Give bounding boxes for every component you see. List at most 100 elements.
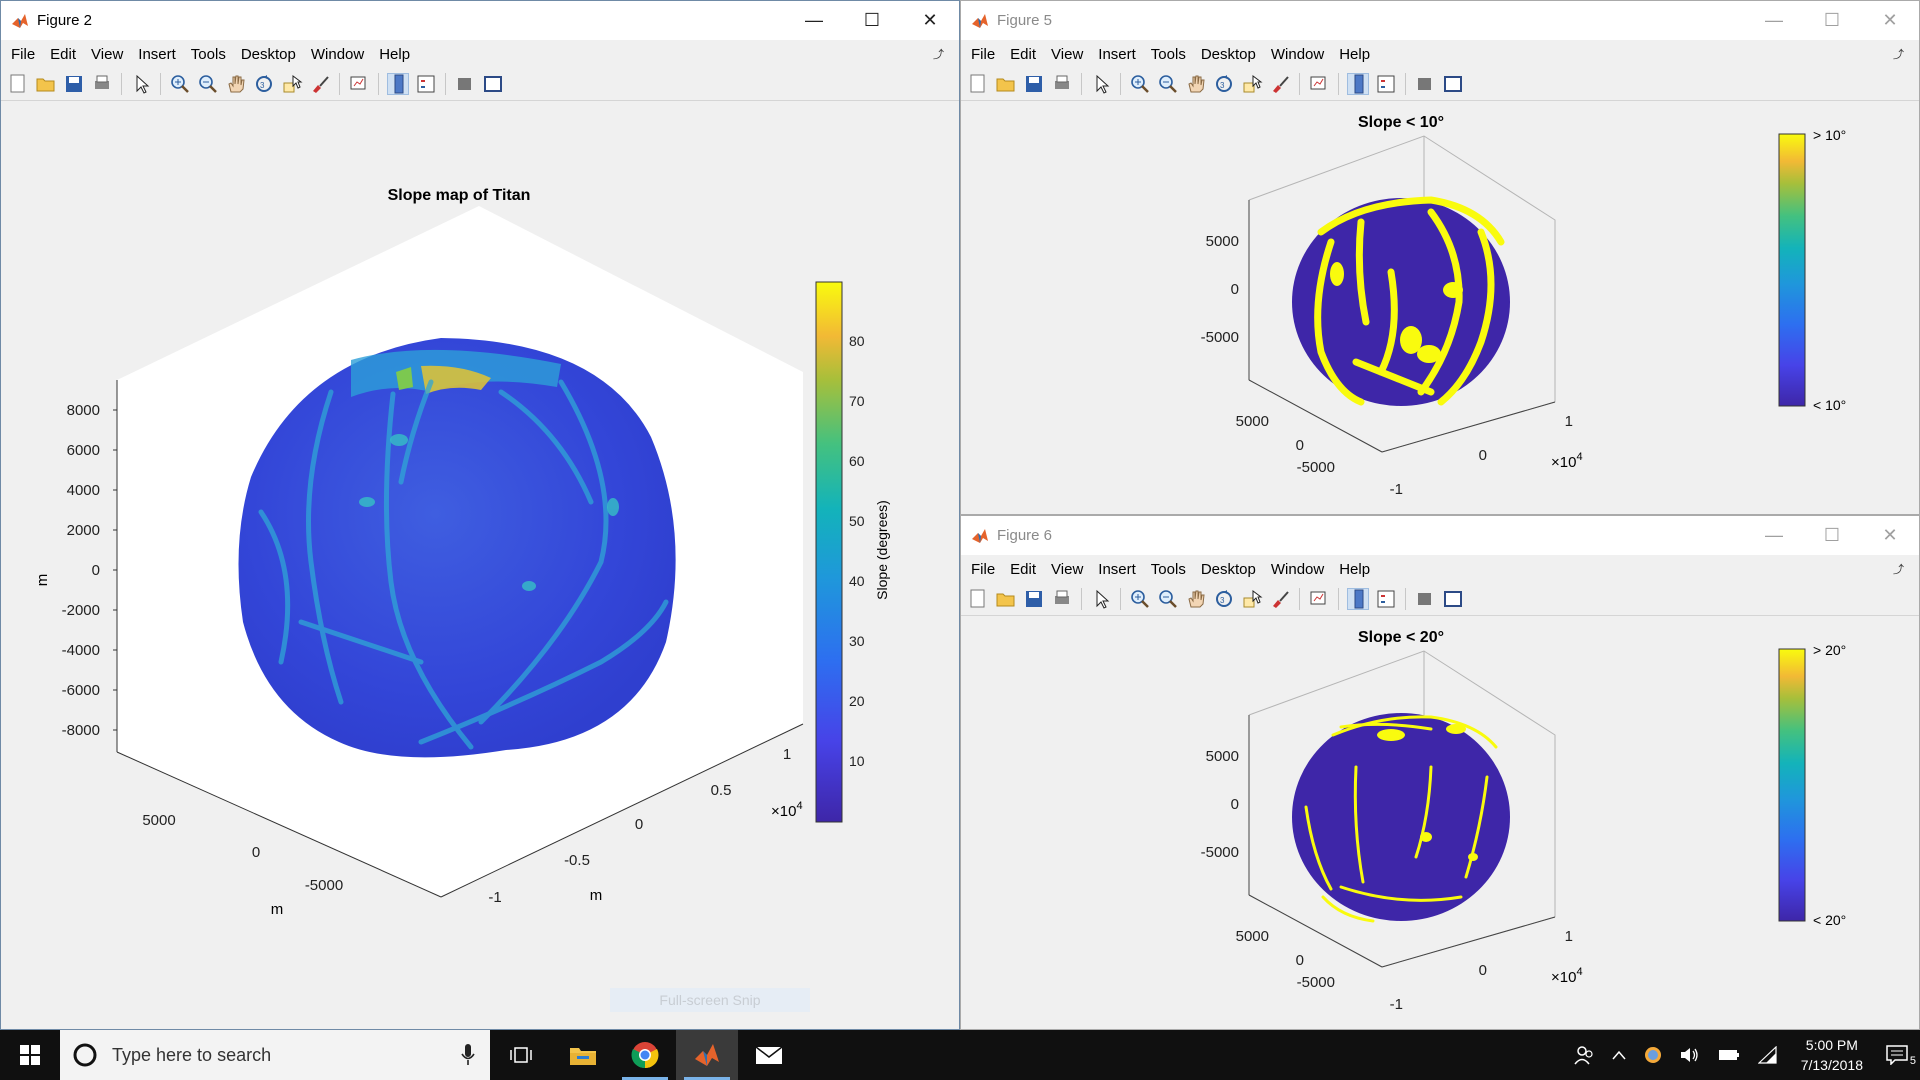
search-box[interactable]: Type here to search [60,1030,490,1080]
pan-hand-button[interactable] [225,73,247,95]
new-figure-button[interactable] [967,588,989,610]
brush-button[interactable] [1269,588,1291,610]
binary-slope-sphere[interactable] [1292,196,1510,406]
hide-plot-tools-button[interactable] [1414,73,1436,95]
menu-desktop[interactable]: Desktop [240,45,296,63]
figure-5-window[interactable]: Figure 5 — ☐ ✕ File Edit View Insert Too… [960,0,1920,515]
minimize-button[interactable]: — [1765,10,1783,30]
menu-edit[interactable]: Edit [50,45,77,63]
figure-canvas[interactable]: Slope map of Titan 8000 6000 4000 2000 0… [1,102,959,1029]
minimize-button[interactable]: — [1765,525,1783,545]
save-button[interactable] [63,73,85,95]
battery-icon[interactable] [1718,1048,1740,1062]
menu-help[interactable]: Help [379,45,411,63]
close-button[interactable]: ✕ [1882,10,1898,30]
show-hidden-icons-button[interactable] [1612,1050,1626,1060]
print-button[interactable] [1051,588,1073,610]
link-plot-button[interactable] [1308,588,1330,610]
close-button[interactable]: ✕ [922,10,938,30]
show-plot-tools-button[interactable] [1442,588,1464,610]
rotate-3d-button[interactable]: 3 [253,73,275,95]
menu-file[interactable]: File [11,45,36,63]
menu-help[interactable]: Help [1339,45,1371,63]
zoom-out-button[interactable] [1157,588,1179,610]
pointer-button[interactable] [1090,588,1112,610]
menu-tools[interactable]: Tools [190,45,226,63]
maximize-button[interactable]: ☐ [1823,525,1841,545]
open-file-button[interactable] [995,588,1017,610]
print-button[interactable] [91,73,113,95]
colorbar-toggle-button[interactable] [1347,73,1369,95]
data-cursor-button[interactable] [1241,588,1263,610]
hide-plot-tools-button[interactable] [1414,588,1436,610]
colorbar-toggle-button[interactable] [1347,588,1369,610]
zoom-in-button[interactable] [1129,588,1151,610]
menu-insert[interactable]: Insert [138,45,176,63]
slope-map-plot[interactable]: Slope map of Titan 8000 6000 4000 2000 0… [1,102,959,1030]
titan-sphere-surface[interactable] [238,338,676,758]
menu-tools[interactable]: Tools [1150,45,1186,63]
zoom-out-button[interactable] [1157,73,1179,95]
pan-hand-button[interactable] [1185,73,1207,95]
task-view-button[interactable] [490,1030,552,1080]
menu-insert[interactable]: Insert [1098,560,1136,578]
onedrive-icon[interactable] [1644,1046,1662,1064]
figure-canvas[interactable]: Slope < 20° 5000 0 -5000 5000 0 -5000 1 … [961,617,1919,1029]
slope-lt-10-plot[interactable]: Slope < 10° 5000 0 -5000 5000 0 -5000 1 … [961,102,1919,514]
colorbar[interactable] [1778,133,1806,407]
zoom-out-button[interactable] [197,73,219,95]
menu-view[interactable]: View [1051,45,1084,63]
legend-toggle-button[interactable] [1375,588,1397,610]
rotate-3d-button[interactable]: 3 [1213,73,1235,95]
dock-arrow-icon[interactable]: ⤴ [1893,564,1904,576]
data-cursor-button[interactable] [1241,73,1263,95]
show-plot-tools-button[interactable] [1442,73,1464,95]
title-bar[interactable]: Figure 2 — ☐ ✕ [1,1,959,40]
wifi-icon[interactable] [1757,1046,1778,1064]
chrome-button[interactable] [614,1030,676,1080]
action-center-button[interactable]: 5 [1886,1045,1916,1067]
menu-view[interactable]: View [91,45,124,63]
title-bar[interactable]: Figure 5 — ☐ ✕ [961,1,1919,40]
title-bar[interactable]: Figure 6 — ☐ ✕ [961,516,1919,555]
brush-button[interactable] [309,73,331,95]
pan-hand-button[interactable] [1185,588,1207,610]
menu-desktop[interactable]: Desktop [1200,45,1256,63]
menu-desktop[interactable]: Desktop [1200,560,1256,578]
maximize-button[interactable]: ☐ [1823,10,1841,30]
print-button[interactable] [1051,73,1073,95]
maximize-button[interactable]: ☐ [863,10,881,30]
save-button[interactable] [1023,588,1045,610]
menu-edit[interactable]: Edit [1010,45,1037,63]
microphone-icon[interactable] [460,1043,476,1067]
new-figure-button[interactable] [967,73,989,95]
snip-overlay[interactable]: Full-screen Snip [610,988,810,1012]
new-figure-button[interactable] [7,73,29,95]
menu-view[interactable]: View [1051,560,1084,578]
minimize-button[interactable]: — [805,10,823,30]
figure-6-window[interactable]: Figure 6 — ☐ ✕ File Edit View Insert Too… [960,515,1920,1030]
dock-arrow-icon[interactable]: ⤴ [1893,49,1904,61]
volume-icon[interactable] [1680,1046,1700,1064]
close-button[interactable]: ✕ [1882,525,1898,545]
data-cursor-button[interactable] [281,73,303,95]
link-plot-button[interactable] [1308,73,1330,95]
dock-arrow-icon[interactable]: ⤴ [933,49,944,61]
start-button[interactable] [0,1030,60,1080]
pointer-button[interactable] [1090,73,1112,95]
legend-toggle-button[interactable] [415,73,437,95]
menu-window[interactable]: Window [1270,45,1325,63]
menu-edit[interactable]: Edit [1010,560,1037,578]
menu-help[interactable]: Help [1339,560,1371,578]
people-icon[interactable] [1574,1045,1594,1065]
menu-window[interactable]: Window [310,45,365,63]
save-button[interactable] [1023,73,1045,95]
figure-canvas[interactable]: Slope < 10° 5000 0 -5000 5000 0 -5000 1 … [961,102,1919,514]
matlab-button[interactable] [676,1030,738,1080]
menu-tools[interactable]: Tools [1150,560,1186,578]
hide-plot-tools-button[interactable] [454,73,476,95]
colorbar-toggle-button[interactable] [387,73,409,95]
brush-button[interactable] [1269,73,1291,95]
legend-toggle-button[interactable] [1375,73,1397,95]
colorbar[interactable] [815,281,843,823]
